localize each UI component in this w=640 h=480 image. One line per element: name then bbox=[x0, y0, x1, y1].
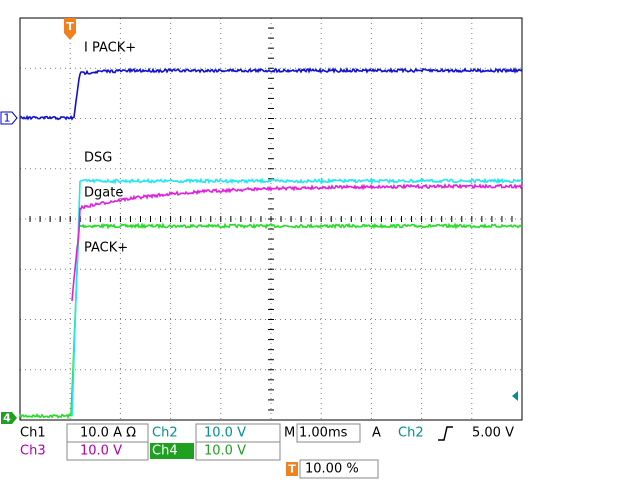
ch3-name: Ch3 bbox=[20, 444, 46, 459]
ch1-marker-label: 1 bbox=[4, 112, 11, 125]
ch4-scale: 10.0 V bbox=[204, 444, 246, 459]
ch4-scale-box bbox=[195, 441, 281, 461]
ch4-marker-label: 4 bbox=[3, 412, 11, 425]
trigger-mode: A bbox=[372, 426, 381, 441]
trigger-marker-label: T bbox=[66, 20, 74, 33]
traces bbox=[19, 66, 523, 420]
trigger-marker bbox=[64, 18, 76, 40]
ch4-name-badge bbox=[150, 443, 194, 459]
timebase-value: 1.00ms bbox=[299, 426, 348, 441]
ch4-name: Ch4 bbox=[152, 444, 178, 459]
position-value: 10.00 % bbox=[305, 462, 359, 477]
graticule-frame bbox=[19, 17, 523, 421]
trace-ch2 bbox=[71, 177, 523, 417]
position-icon: T bbox=[288, 463, 296, 476]
trigger-source: Ch2 bbox=[398, 426, 424, 441]
ch1-scale: 10.0 A Ω bbox=[80, 426, 136, 441]
trace-ch1 bbox=[19, 66, 523, 121]
trace-label: I PACK+ bbox=[84, 41, 136, 56]
ch1-name: Ch1 bbox=[20, 426, 46, 441]
position-icon-bg bbox=[286, 462, 298, 476]
timebase-box bbox=[296, 423, 361, 443]
ch2-name: Ch2 bbox=[152, 426, 178, 441]
trigger-level-arrow bbox=[512, 391, 518, 401]
ch3-scale: 10.0 V bbox=[80, 444, 122, 459]
ch4-marker bbox=[1, 412, 17, 424]
ch2-scale: 10.0 V bbox=[204, 426, 246, 441]
trace-label: DSG bbox=[84, 151, 112, 166]
trace-label: Dgate bbox=[84, 186, 123, 201]
ch3-scale-box bbox=[66, 441, 149, 461]
trace-ch3 bbox=[71, 182, 523, 302]
ch1-marker bbox=[0, 111, 18, 125]
position-box bbox=[299, 459, 379, 479]
trace-ch4 bbox=[19, 222, 523, 420]
timebase-label: M bbox=[284, 426, 295, 441]
trace-label: PACK+ bbox=[84, 241, 128, 256]
trigger-level: 5.00 V bbox=[472, 426, 514, 441]
graticule bbox=[19, 17, 523, 421]
rising-edge-icon bbox=[438, 426, 453, 441]
